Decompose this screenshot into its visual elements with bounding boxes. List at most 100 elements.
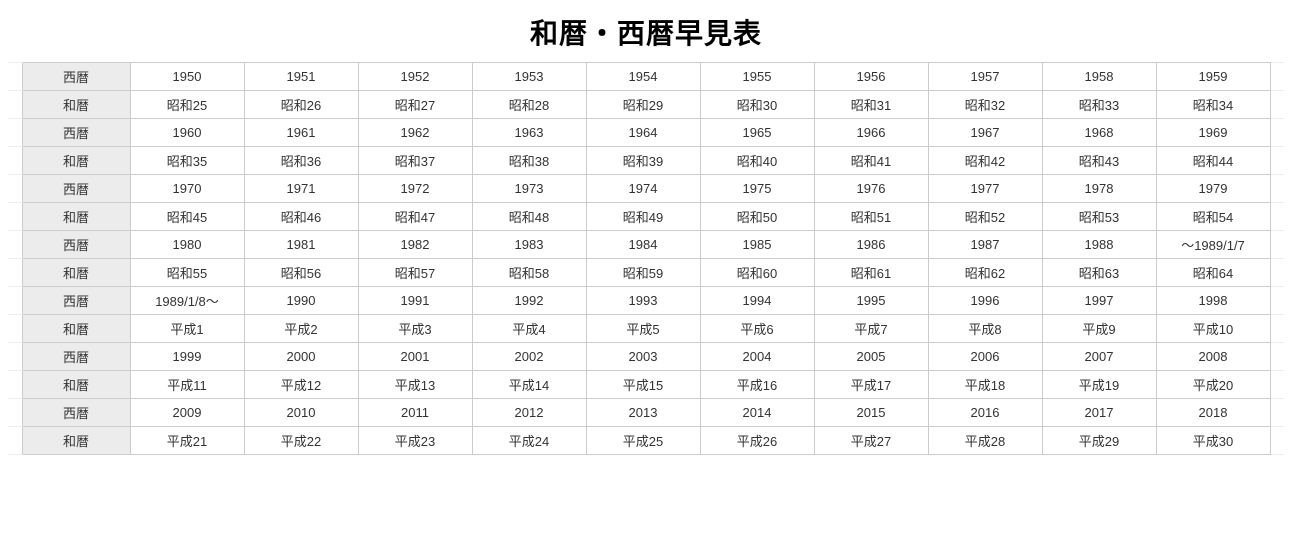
- table-cell: 2000: [244, 343, 358, 371]
- table-cell: 平成5: [586, 315, 700, 343]
- table-cell: 1976: [814, 175, 928, 203]
- table-cell: 1983: [472, 231, 586, 259]
- table-cell: 昭和59: [586, 259, 700, 287]
- table-cell: 昭和39: [586, 147, 700, 175]
- table-cell: 1982: [358, 231, 472, 259]
- table-cell: 2004: [700, 343, 814, 371]
- table-cell: 昭和41: [814, 147, 928, 175]
- table-cell: 昭和51: [814, 203, 928, 231]
- table-cell: 1954: [586, 63, 700, 91]
- row-header: 和暦: [22, 91, 130, 119]
- table-cell: 2005: [814, 343, 928, 371]
- table-cell: 1994: [700, 287, 814, 315]
- table-cell: 昭和30: [700, 91, 814, 119]
- table-cell: 平成27: [814, 427, 928, 455]
- table-cell: 平成23: [358, 427, 472, 455]
- gutter-left: [8, 91, 22, 119]
- table-cell: 昭和33: [1042, 91, 1156, 119]
- table-cell: 1962: [358, 119, 472, 147]
- table-cell: 昭和27: [358, 91, 472, 119]
- table-cell: 昭和58: [472, 259, 586, 287]
- table-cell: 昭和54: [1156, 203, 1270, 231]
- table-cell: 昭和44: [1156, 147, 1270, 175]
- table-cell: 2007: [1042, 343, 1156, 371]
- table-cell: 1967: [928, 119, 1042, 147]
- row-header: 和暦: [22, 315, 130, 343]
- table-cell: 1959: [1156, 63, 1270, 91]
- table-cell: 1981: [244, 231, 358, 259]
- gutter-left: [8, 371, 22, 399]
- table-cell: 1963: [472, 119, 586, 147]
- table-cell: 昭和42: [928, 147, 1042, 175]
- table-cell: 昭和40: [700, 147, 814, 175]
- table-cell: 平成25: [586, 427, 700, 455]
- table-cell: 平成9: [1042, 315, 1156, 343]
- table-cell: 昭和28: [472, 91, 586, 119]
- era-conversion-table: 西暦19501951195219531954195519561957195819…: [8, 62, 1284, 455]
- table-cell: 平成7: [814, 315, 928, 343]
- table-cell: 2014: [700, 399, 814, 427]
- table-cell: 1975: [700, 175, 814, 203]
- table-cell: 1974: [586, 175, 700, 203]
- table-cell: 1958: [1042, 63, 1156, 91]
- table-cell: 1978: [1042, 175, 1156, 203]
- table-cell: 1993: [586, 287, 700, 315]
- table-cell: 昭和37: [358, 147, 472, 175]
- table-cell: 昭和62: [928, 259, 1042, 287]
- gutter-right: [1270, 287, 1284, 315]
- table-cell: 1986: [814, 231, 928, 259]
- table-cell: 昭和57: [358, 259, 472, 287]
- table-cell: 昭和47: [358, 203, 472, 231]
- table-cell: 2002: [472, 343, 586, 371]
- table-cell: 2003: [586, 343, 700, 371]
- table-cell: 1998: [1156, 287, 1270, 315]
- row-header: 西暦: [22, 175, 130, 203]
- table-cell: 平成22: [244, 427, 358, 455]
- table-cell: 平成28: [928, 427, 1042, 455]
- gutter-left: [8, 119, 22, 147]
- table-cell: 昭和25: [130, 91, 244, 119]
- table-row: 西暦19992000200120022003200420052006200720…: [8, 343, 1284, 371]
- table-row: 西暦198019811982198319841985198619871988～1…: [8, 231, 1284, 259]
- table-cell: 2011: [358, 399, 472, 427]
- table-cell: 平成6: [700, 315, 814, 343]
- table-cell: 平成29: [1042, 427, 1156, 455]
- table-cell: 1985: [700, 231, 814, 259]
- table-cell: 1972: [358, 175, 472, 203]
- table-row: 和暦平成1平成2平成3平成4平成5平成6平成7平成8平成9平成10: [8, 315, 1284, 343]
- table-cell: 1957: [928, 63, 1042, 91]
- gutter-left: [8, 259, 22, 287]
- table-cell: 平成13: [358, 371, 472, 399]
- table-cell: 1989/1/8～: [130, 287, 244, 315]
- gutter-right: [1270, 231, 1284, 259]
- table-cell: 2012: [472, 399, 586, 427]
- table-cell: 1970: [130, 175, 244, 203]
- table-cell: 1966: [814, 119, 928, 147]
- row-header: 和暦: [22, 203, 130, 231]
- gutter-right: [1270, 371, 1284, 399]
- table-cell: 昭和43: [1042, 147, 1156, 175]
- table-cell: 昭和50: [700, 203, 814, 231]
- table-cell: 昭和46: [244, 203, 358, 231]
- table-cell: 2009: [130, 399, 244, 427]
- table-row: 和暦平成21平成22平成23平成24平成25平成26平成27平成28平成29平成…: [8, 427, 1284, 455]
- table-row: 和暦昭和45昭和46昭和47昭和48昭和49昭和50昭和51昭和52昭和53昭和…: [8, 203, 1284, 231]
- table-cell: 昭和35: [130, 147, 244, 175]
- table-cell: 昭和45: [130, 203, 244, 231]
- table-cell: 1973: [472, 175, 586, 203]
- gutter-right: [1270, 427, 1284, 455]
- gutter-left: [8, 343, 22, 371]
- table-cell: 平成2: [244, 315, 358, 343]
- table-cell: 1960: [130, 119, 244, 147]
- table-cell: 平成1: [130, 315, 244, 343]
- table-cell: 1961: [244, 119, 358, 147]
- gutter-right: [1270, 399, 1284, 427]
- table-cell: 1950: [130, 63, 244, 91]
- row-header: 西暦: [22, 63, 130, 91]
- table-cell: 1968: [1042, 119, 1156, 147]
- table-cell: 2016: [928, 399, 1042, 427]
- table-cell: 2018: [1156, 399, 1270, 427]
- table-cell: 平成3: [358, 315, 472, 343]
- table-row: 西暦20092010201120122013201420152016201720…: [8, 399, 1284, 427]
- table-cell: 1952: [358, 63, 472, 91]
